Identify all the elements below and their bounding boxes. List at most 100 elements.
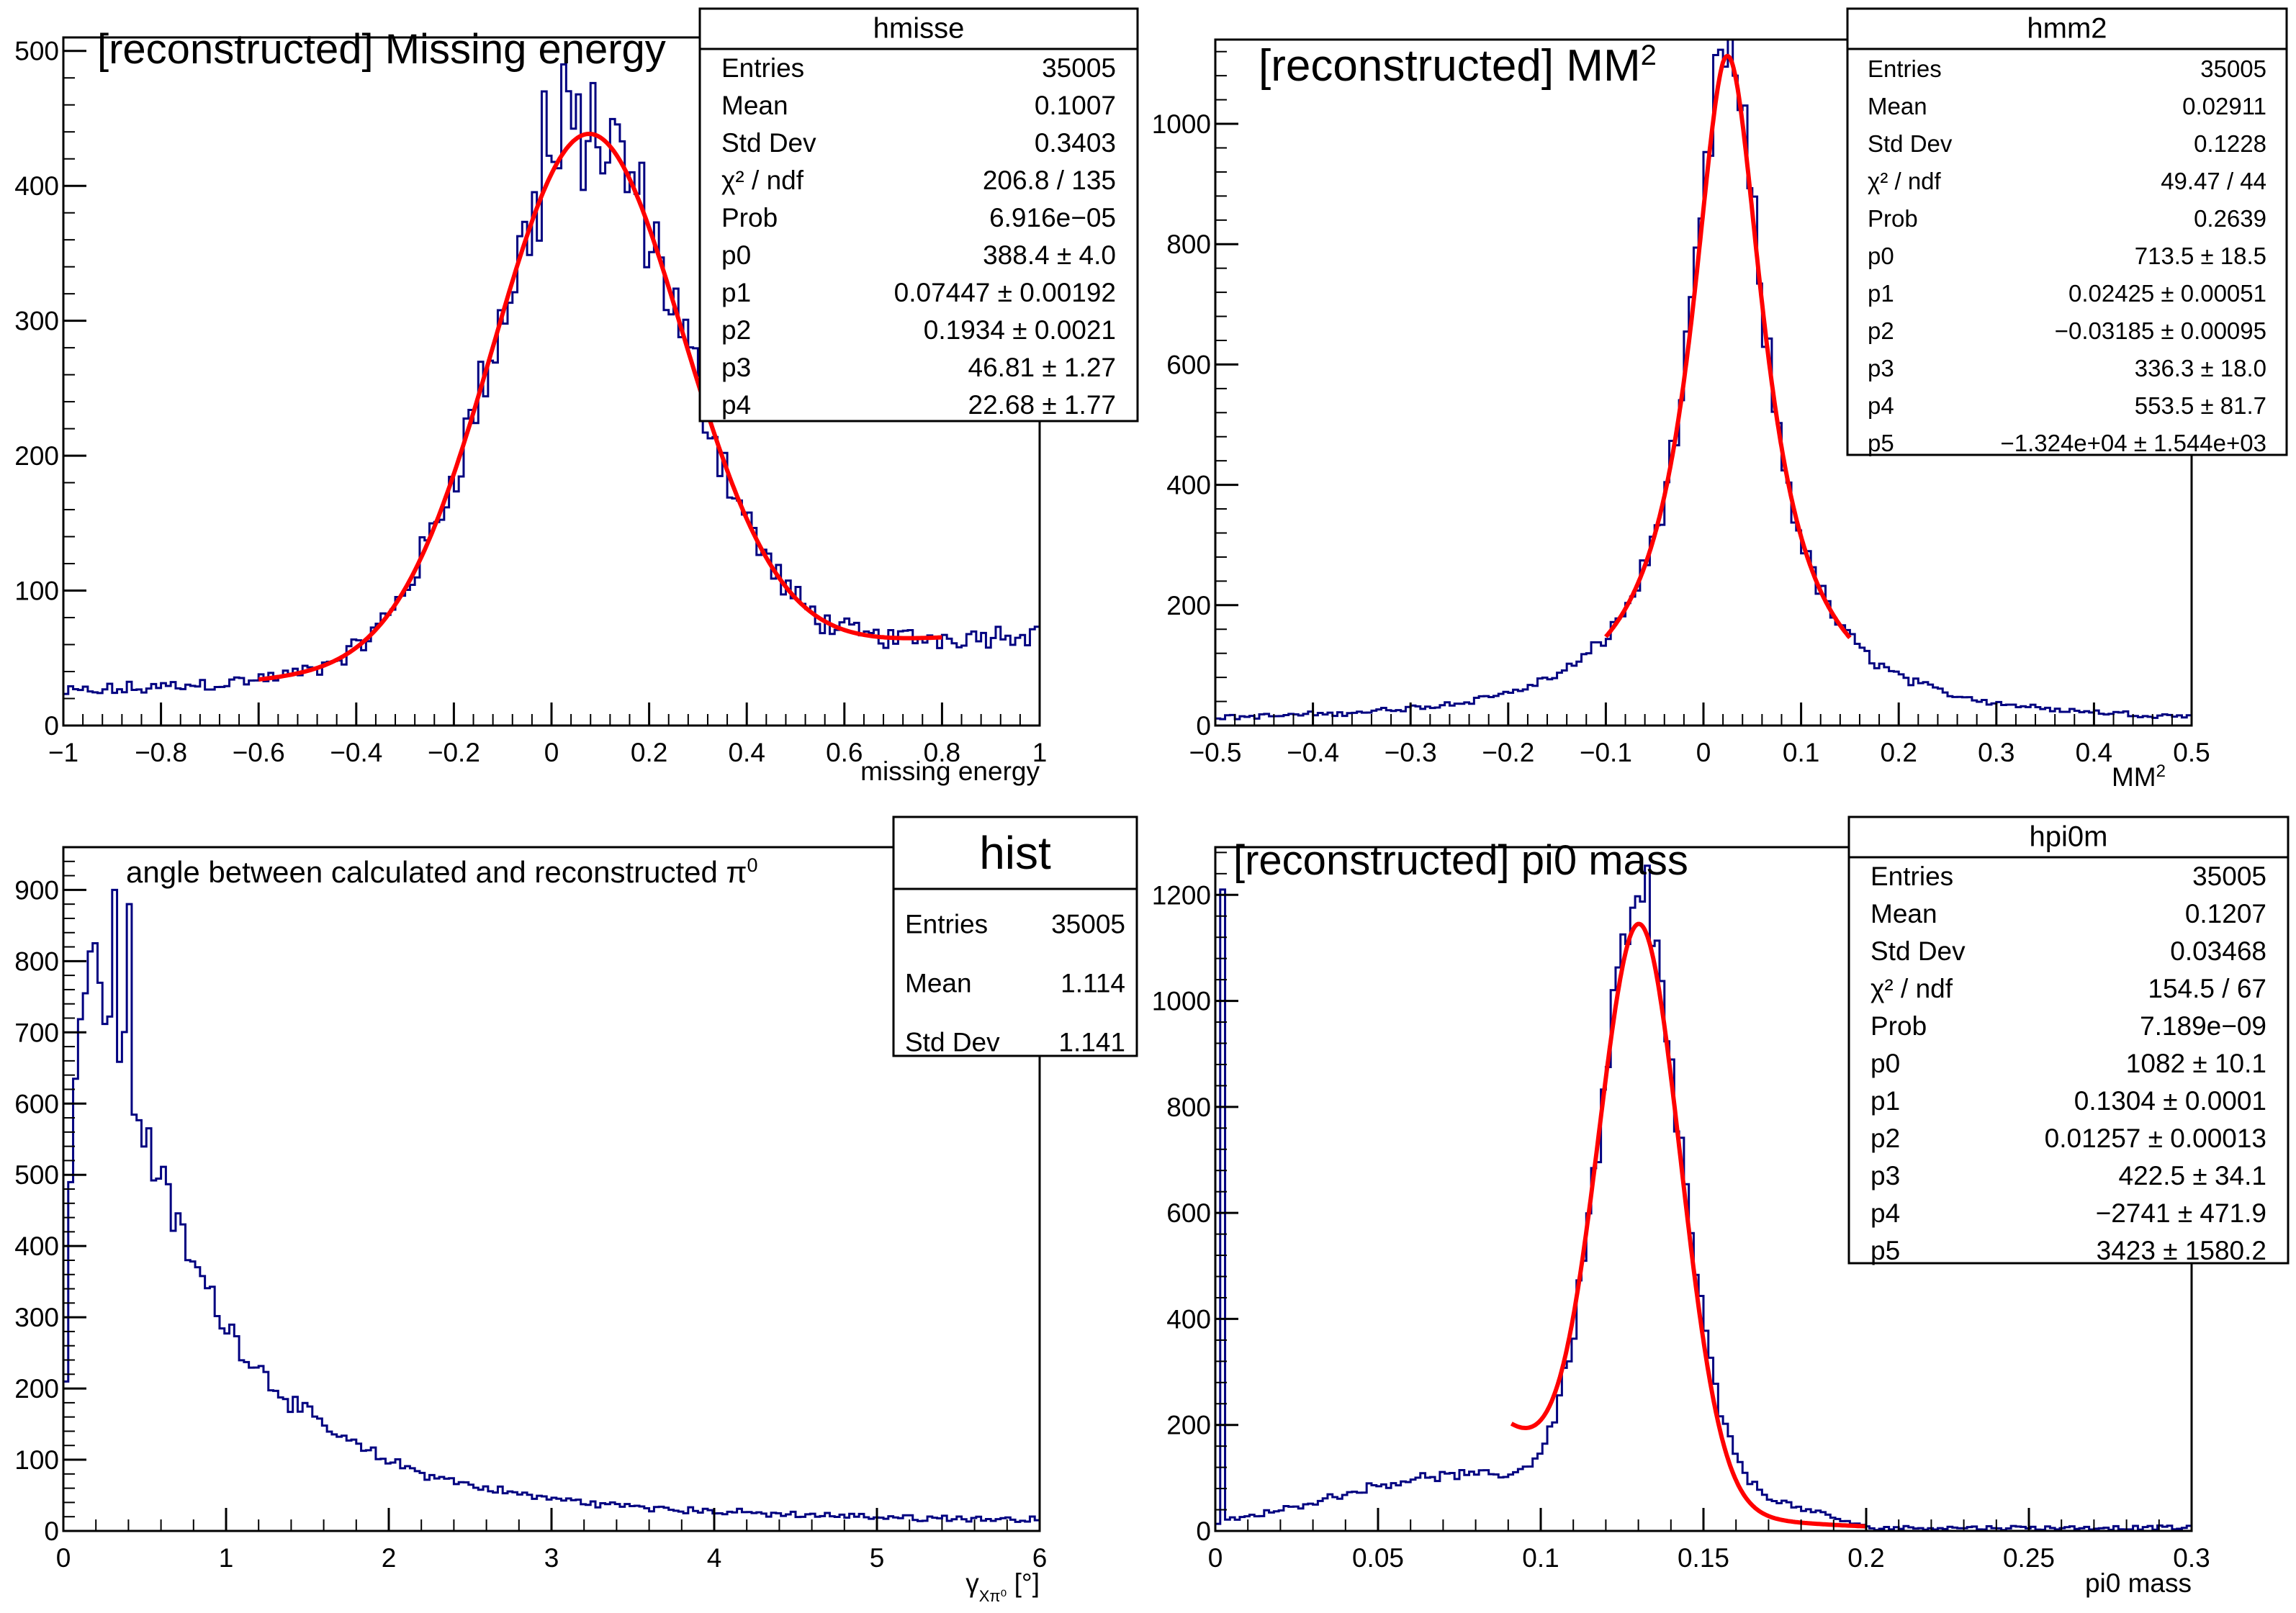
panel-pi0-mass: 0 0.05 0.1 0.15 0.2 0.25 0.3 0 200 400 600 800 1000 1… (1152, 815, 2290, 1598)
y-tick-label: 0 (44, 711, 59, 741)
x-tick-label: 0.1 (1522, 1543, 1559, 1573)
stats-row-label: p1 (721, 278, 751, 307)
stats-row-label: p2 (1870, 1124, 1900, 1153)
x-tick-label: −0.2 (1482, 738, 1534, 767)
stats-row-label: p1 (1870, 1086, 1900, 1116)
x-tick-label: 0 (1208, 1543, 1223, 1573)
x-tick-label: −1 (48, 738, 78, 767)
stats-row-value: 0.1207 (2185, 899, 2266, 929)
stats-row-value: −0.03185 ± 0.00095 (2055, 317, 2266, 344)
panel-title: [reconstructed] MM2 (1259, 40, 1657, 91)
y-tick-label: 200 (1166, 591, 1211, 620)
y-tick-label: 500 (14, 37, 59, 66)
stats-row-value: 0.1228 (2194, 130, 2266, 157)
stats-row-label: Entries (905, 910, 988, 939)
stats-row-label: p0 (721, 240, 751, 270)
panel-missing-energy: −1 −0.8 −0.6 −0.4 −0.2 0 0.2 0.4 0.6 0.8 1 0 100 200 3… (14, 7, 1139, 786)
y-tick-label: 200 (14, 1374, 59, 1404)
stats-row-label: Prob (1868, 205, 1918, 232)
stats-row-label: p3 (1870, 1161, 1900, 1190)
stats-row-value: 336.3 ± 18.0 (2135, 355, 2266, 381)
fit-curve (1510, 921, 1866, 1529)
stats-row-label: Entries (1868, 55, 1942, 82)
stats-row-label: χ² / ndf (1870, 974, 1953, 1003)
panel-title: [reconstructed] pi0 mass (1233, 837, 1688, 884)
stats-row-value: 0.02911 (2182, 93, 2266, 119)
y-tick-label: 0 (44, 1517, 59, 1546)
stats-row-label: p4 (1870, 1198, 1900, 1228)
x-tick-label: 0 (1696, 738, 1711, 767)
stats-box-frame (1847, 815, 2290, 1265)
y-tick-label: 400 (14, 171, 59, 201)
stats-row-value: 553.5 ± 81.7 (2135, 392, 2266, 419)
stats-row-label: χ² / ndf (721, 166, 804, 195)
y-tick-label: 400 (1166, 1304, 1211, 1334)
panel-mm2: −0.5 −0.4 −0.3 −0.2 −0.1 0 0.1 0.2 0.3 0.4 0.5 0 200… (1152, 7, 2288, 792)
stats-row-value: −2741 ± 471.9 (2096, 1198, 2266, 1228)
x-tick-label: 0.1 (1783, 738, 1819, 767)
y-tick-label: 800 (1166, 230, 1211, 259)
stats-row-label: p3 (1868, 355, 1894, 381)
x-tick-label: 1 (1032, 738, 1048, 767)
y-tick-label: 0 (1196, 711, 1211, 741)
y-tick-label: 700 (14, 1018, 59, 1047)
stats-row-label: Prob (721, 203, 778, 232)
stats-row-label: Std Dev (1870, 936, 1966, 966)
stats-row-value: 0.1007 (1035, 91, 1116, 120)
x-tick-label: 0.4 (2076, 738, 2112, 767)
x-tick-label: 4 (707, 1543, 722, 1573)
y-tick-label: 100 (14, 1445, 59, 1475)
stats-row-label: p5 (1870, 1236, 1900, 1265)
stats-row-label: p5 (1868, 430, 1894, 456)
stats-row-value: 154.5 / 67 (2148, 974, 2266, 1003)
y-tick-label: 400 (14, 1232, 59, 1261)
stats-row-label: Mean (905, 969, 972, 998)
histogram-series (62, 888, 1041, 1531)
y-tick-label: 300 (14, 307, 59, 336)
y-tick-label: 1200 (1152, 880, 1211, 910)
stats-row-value: −1.324e+04 ± 1.544e+03 (2000, 430, 2266, 456)
stats-row-value: 0.07447 ± 0.00192 (894, 278, 1116, 307)
histogram-series (1214, 38, 2193, 726)
x-tick-label: −0.2 (428, 738, 480, 767)
panel-title: [reconstructed] Missing energy (97, 26, 666, 73)
x-tick-label: 0.5 (2173, 738, 2210, 767)
x-tick-label: 0.15 (1678, 1543, 1729, 1573)
stats-box: hmm2 Entries 35005 Mean 0.02911 Std Dev 0.1228… (1846, 7, 2288, 456)
y-tick-label: 100 (14, 577, 59, 606)
x-tick-label: 2 (382, 1543, 397, 1573)
stats-row-label: Std Dev (1868, 130, 1953, 157)
x-tick-label: 0 (544, 738, 559, 767)
x-tick-label: 0 (56, 1543, 71, 1573)
x-tick-label: 1 (219, 1543, 234, 1573)
x-tick-label: 6 (1032, 1543, 1048, 1573)
stats-box-name: hist (979, 827, 1051, 879)
stats-box-frame (892, 815, 1138, 1057)
stats-row-label: p4 (1868, 392, 1894, 419)
stats-row-value: 1.141 (1058, 1028, 1125, 1057)
stats-row-value: 0.2639 (2194, 205, 2266, 232)
title-superscript: 0 (747, 854, 758, 876)
fit-curve (258, 131, 942, 682)
stats-row-label: Prob (1870, 1011, 1927, 1041)
panel-angle: 0 1 2 3 4 5 6 0 100 200 300 400 500 600 700 800 900 angle… (14, 815, 1138, 1605)
x-tick-label: 3 (544, 1543, 559, 1573)
histogram-series (62, 63, 1041, 726)
x-tick-label: 0.05 (1352, 1543, 1404, 1573)
stats-row-label: p1 (1868, 280, 1894, 307)
x-tick-label: −0.5 (1189, 738, 1241, 767)
x-tick-label: −0.8 (135, 738, 187, 767)
stats-row-value: 3423 ± 1580.2 (2097, 1236, 2266, 1265)
stats-row-value: 0.3403 (1035, 128, 1116, 158)
stats-box: hist Entries 35005 Mean 1.114 Std Dev 1.141 (892, 815, 1138, 1057)
stats-row-value: 35005 (1042, 53, 1116, 83)
stats-row-value: 1082 ± 10.1 (2126, 1049, 2266, 1078)
stats-box-name: hmm2 (2027, 12, 2107, 44)
stats-row-label: p0 (1868, 243, 1894, 269)
stats-box-frame (698, 7, 1139, 423)
stats-row-value: 0.1304 ± 0.0001 (2074, 1086, 2266, 1116)
stats-row-label: p3 (721, 353, 751, 382)
y-tick-label: 500 (14, 1160, 59, 1190)
stats-row-value: 22.68 ± 1.77 (968, 390, 1116, 420)
